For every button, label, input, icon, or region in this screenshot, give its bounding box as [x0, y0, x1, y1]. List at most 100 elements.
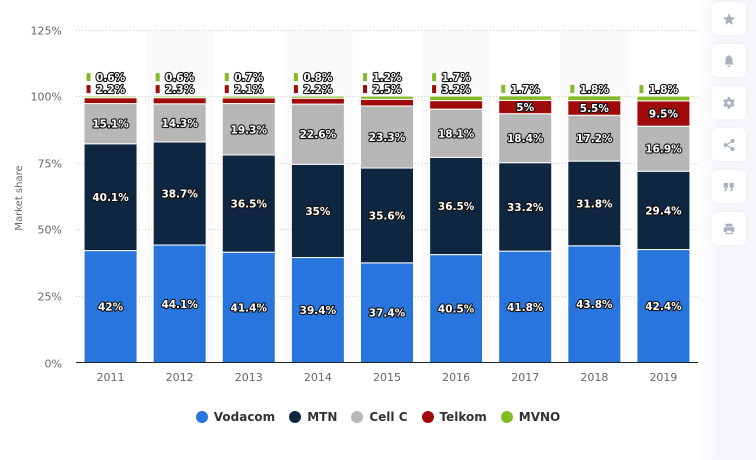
gear-icon	[723, 96, 735, 109]
label-key-telkom	[363, 85, 367, 94]
bar-segment-mvno	[429, 95, 484, 102]
bell-icon	[724, 54, 734, 67]
legend-item-mtn[interactable]: MTN	[289, 410, 337, 424]
x-tick-label: 2014	[304, 371, 332, 384]
bar-segment-cell-c	[290, 103, 345, 165]
bar-segment-vodacom	[221, 251, 276, 363]
label-key-mvno	[570, 84, 575, 93]
data-label-mvno: 1.8%	[649, 84, 679, 96]
data-label-mvno: 0.8%	[303, 72, 333, 84]
x-tick-label: 2019	[649, 371, 677, 384]
label-key-telkom	[86, 85, 91, 94]
legend-item-cell-c[interactable]: Cell C	[351, 410, 408, 424]
data-label-cell-c: 23.3%	[369, 132, 406, 144]
bar-segment-mtn	[498, 162, 553, 252]
bar-segment-cell-c	[221, 103, 276, 156]
data-label-vodacom: 37.4%	[369, 308, 406, 320]
bar-segment-mtn	[221, 154, 276, 253]
data-label-telkom: 2.3%	[165, 84, 195, 96]
data-label-mvno: 0.7%	[234, 72, 264, 84]
data-label-cell-c: 16.9%	[645, 144, 682, 156]
label-key-mvno	[293, 73, 298, 82]
legend-label: Telkom	[439, 410, 487, 424]
x-tick-label: 2015	[373, 371, 401, 384]
bars	[83, 95, 691, 364]
side-toolbar	[696, 0, 756, 460]
data-label-telkom: 9.5%	[649, 109, 679, 121]
data-label-telkom: 2.2%	[303, 84, 333, 96]
y-axis-label: Market share	[14, 165, 25, 230]
bar-segment-telkom	[290, 97, 345, 105]
data-labels: 42%40.1%15.1%2.2%0.6%44.1%38.7%14.3%2.3%…	[91, 71, 683, 321]
bar-segment-vodacom	[152, 244, 207, 363]
data-label-mvno: 1.8%	[580, 84, 610, 96]
data-label-mvno: 1.7%	[442, 72, 472, 84]
data-label-cell-c: 22.6%	[300, 129, 337, 141]
bar-segment-mvno	[83, 95, 138, 99]
y-tick-label: 0%	[45, 358, 62, 371]
bar-segment-vodacom	[636, 249, 691, 363]
data-label-vodacom: 43.8%	[576, 299, 613, 311]
bar-segment-mvno	[567, 95, 622, 102]
data-label-mtn: 31.8%	[576, 198, 613, 210]
bar-segment-mtn	[290, 163, 345, 259]
x-tick-label: 2016	[442, 371, 470, 384]
data-label-vodacom: 44.1%	[161, 299, 198, 311]
data-label-mtn: 40.1%	[92, 192, 129, 204]
cite-button[interactable]	[712, 170, 746, 203]
favorite-button[interactable]	[712, 2, 746, 35]
legend-item-mvno[interactable]: MVNO	[500, 410, 560, 424]
bar-segment-vodacom	[360, 262, 414, 363]
bar-segment-mtn	[636, 170, 691, 251]
legend-item-vodacom[interactable]: Vodacom	[195, 410, 275, 424]
data-label-telkom: 5%	[516, 102, 534, 114]
data-label-cell-c: 17.2%	[576, 133, 613, 145]
legend-marker-icon	[289, 411, 302, 423]
label-key-mvno	[224, 73, 229, 82]
data-label-cell-c: 14.3%	[161, 118, 198, 130]
bar-segment-telkom	[152, 97, 207, 105]
notification-button[interactable]	[712, 44, 746, 77]
x-axis-ticks: 2011 2012 2013 2014 2015 2016 2017 2018 2019	[97, 371, 678, 384]
data-label-mvno: 1.7%	[511, 84, 541, 96]
data-label-cell-c: 18.1%	[438, 128, 475, 140]
bar-segment-cell-c	[636, 125, 691, 172]
legend-marker-icon	[195, 411, 208, 423]
data-label-vodacom: 42%	[98, 302, 124, 314]
y-tick-label: 100%	[31, 91, 62, 104]
bar-segment-telkom	[83, 97, 138, 105]
bar-segment-mvno	[498, 95, 553, 101]
label-key-mvno	[501, 84, 506, 93]
data-label-telkom: 2.5%	[372, 84, 402, 96]
legend-marker-icon	[351, 411, 364, 423]
legend-label: Cell C	[369, 410, 408, 424]
bar-segment-mtn	[429, 156, 484, 256]
legend-item-telkom[interactable]: Telkom	[421, 410, 487, 424]
legend-marker-icon	[500, 411, 513, 423]
label-key-telkom	[293, 85, 298, 94]
data-label-mtn: 29.4%	[645, 205, 682, 217]
data-label-vodacom: 41.4%	[231, 302, 268, 314]
data-label-vodacom: 39.4%	[300, 305, 337, 317]
data-label-telkom: 2.2%	[96, 84, 126, 96]
data-label-telkom: 3.2%	[442, 84, 472, 96]
label-key-mvno	[432, 73, 437, 82]
print-button[interactable]	[712, 212, 746, 245]
data-label-mtn: 36.5%	[231, 199, 268, 211]
bar-segment-vodacom	[83, 250, 138, 363]
data-label-telkom: 2.1%	[234, 84, 264, 96]
settings-button[interactable]	[712, 86, 746, 119]
bar-segment-telkom	[429, 100, 484, 110]
y-tick-label: 50%	[38, 224, 62, 237]
bar-segment-mvno	[636, 95, 691, 102]
data-label-mvno: 0.6%	[165, 72, 195, 84]
label-key-telkom	[224, 85, 229, 94]
share-button[interactable]	[712, 128, 746, 161]
star-icon	[722, 12, 736, 25]
bar-segment-mvno	[152, 95, 207, 99]
label-key-mvno	[86, 73, 91, 82]
label-key-mvno	[639, 85, 644, 94]
label-key-mvno	[363, 73, 367, 82]
bar-segment-mtn	[360, 167, 414, 264]
data-label-vodacom: 40.5%	[438, 304, 475, 316]
